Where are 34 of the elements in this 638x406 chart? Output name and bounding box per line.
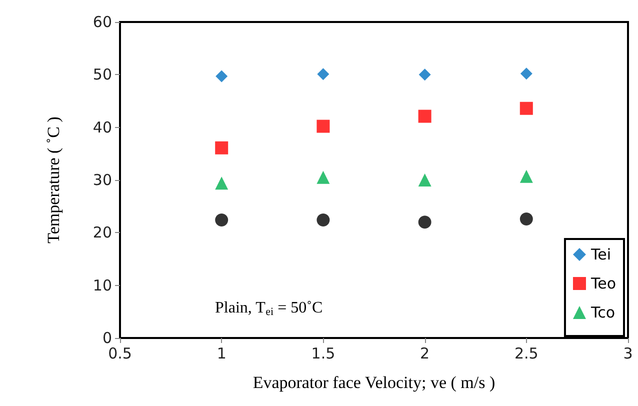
- y-tick-label: 10: [92, 276, 112, 294]
- y-tick-label: 60: [92, 13, 112, 31]
- point: [520, 212, 533, 226]
- point: [418, 174, 432, 186]
- legend-label: Teo: [590, 274, 616, 292]
- point: [316, 214, 330, 227]
- y-tick-label: 30: [92, 171, 112, 189]
- point: [317, 68, 330, 80]
- x-tick-label: 2.5: [514, 344, 538, 362]
- y-tick-label: 40: [92, 118, 112, 136]
- x-tick-label: 0.5: [108, 344, 132, 362]
- point: [520, 102, 533, 115]
- point: [418, 110, 432, 123]
- y-tick-label: 20: [92, 224, 112, 242]
- point: [215, 141, 228, 154]
- point: [520, 170, 533, 183]
- point: [418, 216, 432, 229]
- point: [316, 170, 330, 184]
- y-tick-label: 50: [92, 66, 112, 84]
- x-tick-label: 2: [420, 344, 430, 362]
- point: [216, 70, 228, 82]
- x-tick-label: 3: [623, 344, 633, 362]
- point: [520, 68, 532, 80]
- x-axis-title: Evaporator face Velocity; ve ( m/s ): [252, 373, 496, 392]
- point: [418, 68, 431, 81]
- legend-label: Tco: [590, 304, 616, 322]
- y-tick-label: 0: [102, 329, 112, 347]
- x-tick-label: 1: [216, 344, 226, 362]
- point: [215, 214, 228, 227]
- x-tick-label: 1.5: [311, 344, 336, 362]
- point: [316, 120, 330, 133]
- point: [215, 176, 228, 190]
- legend-label: Tei: [590, 246, 611, 264]
- y-axis-title: Temperature ( ˚C ): [44, 116, 63, 244]
